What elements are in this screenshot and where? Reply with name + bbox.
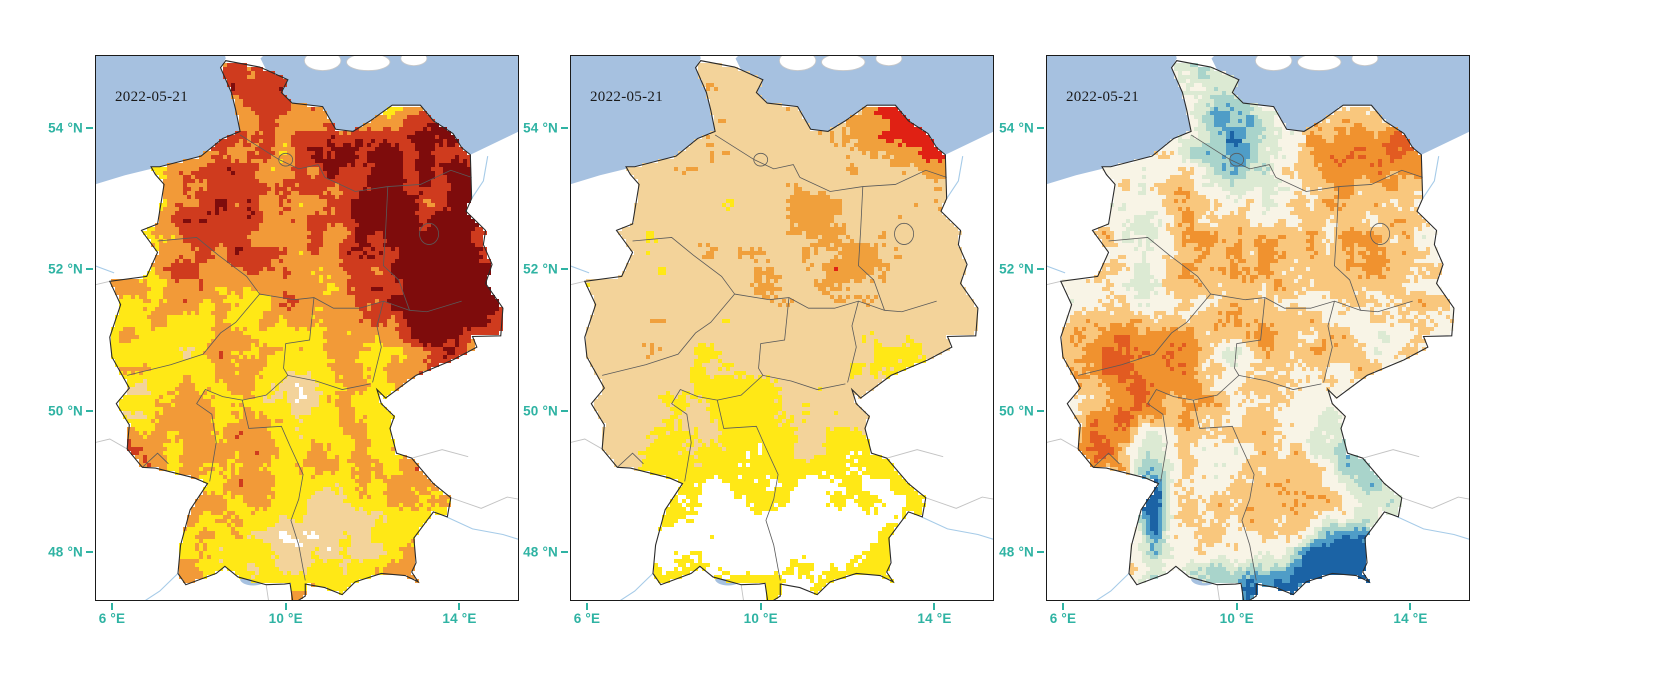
x-tick-mark [1061,603,1064,610]
x-tick-label: 14 °E [442,611,477,626]
y-tick-mark [86,409,93,412]
date-label: 2022-05-21 [590,89,663,105]
map-plot: 2022-05-21 [1046,55,1470,601]
y-tick-mark [561,409,568,412]
x-tick-label: 10 °E [743,611,778,626]
map-plot: 2022-05-21 [570,55,994,601]
date-label: 2022-05-21 [1066,89,1139,105]
map-panel-left: 2022-05-21 54 °N 52 °N 50 °N 48 °N 6 °E 10 °E… [48,55,519,626]
y-tick-mark [86,551,93,554]
y-tick-mark [561,551,568,554]
x-tick-mark [1409,603,1412,610]
map-panel-middle: 2022-05-21 54 °N 52 °N 50 °N 48 °N 6 °E 10 °E… [523,55,994,626]
x-tick-label: 14 °E [1393,611,1428,626]
y-tick-label: 50 °N [523,403,558,419]
y-tick-label: 54 °N [999,120,1034,136]
y-tick-label: 54 °N [48,120,83,136]
x-tick-mark [1235,603,1238,610]
x-tick-label: 14 °E [917,611,952,626]
y-tick-label: 48 °N [523,544,558,560]
x-tick-label: 6 °E [573,611,601,626]
map-canvas [1046,55,1470,601]
x-tick-mark [933,603,936,610]
map-canvas [570,55,994,601]
y-tick-label: 50 °N [48,403,83,419]
y-tick-label: 54 °N [523,120,558,136]
y-tick-mark [561,126,568,129]
x-tick-mark [284,603,287,610]
y-tick-label: 48 °N [48,544,83,560]
y-tick-mark [1037,268,1044,271]
y-tick-label: 52 °N [999,261,1034,277]
x-tick-label: 10 °E [1219,611,1254,626]
y-tick-label: 48 °N [999,544,1034,560]
y-tick-mark [561,268,568,271]
y-tick-mark [86,126,93,129]
x-tick-label: 10 °E [268,611,303,626]
date-label: 2022-05-21 [115,89,188,105]
x-tick-mark [759,603,762,610]
map-plot: 2022-05-21 [95,55,519,601]
y-tick-mark [86,268,93,271]
y-tick-mark [1037,409,1044,412]
map-panel-right: 2022-05-21 54 °N 52 °N 50 °N 48 °N 6 °E 10 °E… [999,55,1470,626]
y-tick-mark [1037,126,1044,129]
x-tick-label: 6 °E [1049,611,1077,626]
x-tick-mark [110,603,113,610]
y-tick-label: 52 °N [48,261,83,277]
y-tick-label: 50 °N [999,403,1034,419]
x-tick-label: 6 °E [98,611,126,626]
x-tick-mark [458,603,461,610]
x-tick-mark [585,603,588,610]
y-tick-mark [1037,551,1044,554]
y-tick-label: 52 °N [523,261,558,277]
map-canvas [95,55,519,601]
